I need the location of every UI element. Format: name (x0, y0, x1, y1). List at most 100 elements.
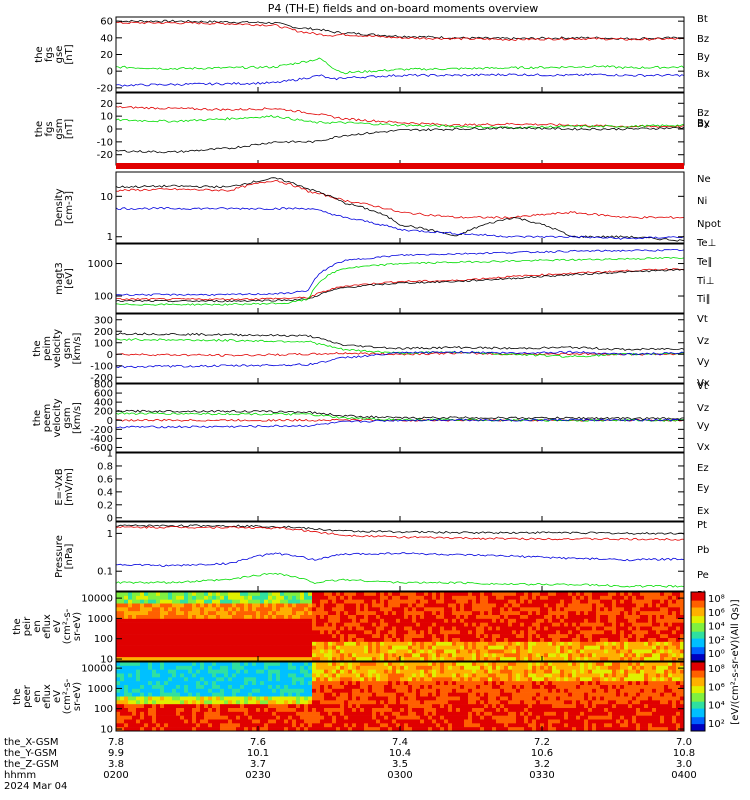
spectrogram-cell (204, 723, 209, 728)
spectrogram-cell (264, 685, 269, 690)
spectrogram-cell (452, 649, 457, 654)
spectrogram-cell (420, 615, 425, 620)
spectrogram-cell (224, 688, 229, 693)
spectrogram-cell (216, 677, 221, 682)
spectrogram-cell (424, 657, 429, 662)
spectrogram-cell (288, 595, 293, 600)
spectrogram-cell (312, 727, 317, 732)
spectrogram-cell (552, 688, 557, 693)
spectrogram-cell (360, 595, 365, 600)
spectrogram-cell (536, 645, 541, 650)
spectrogram-cell (240, 626, 245, 631)
spectrogram-cell (120, 595, 125, 600)
spectrogram-cell (196, 615, 201, 620)
spectrogram-cell (368, 645, 373, 650)
legend-Vx: Vx (697, 442, 710, 453)
spectrogram-cell (432, 673, 437, 678)
spectrogram-cell (292, 607, 297, 612)
spectrogram-cell (276, 622, 281, 627)
spectrogram-cell (172, 595, 177, 600)
spectrogram-cell (396, 692, 401, 697)
spectrogram-cell (356, 677, 361, 682)
spectrogram-cell (344, 645, 349, 650)
spectrogram-cell (428, 708, 433, 713)
spectrogram-cell (592, 638, 597, 643)
spectrogram-cell (268, 595, 273, 600)
spectrogram-cell (348, 615, 353, 620)
spectrogram-cell (484, 645, 489, 650)
spectrogram-cell (260, 607, 265, 612)
spectrogram-cell (608, 615, 613, 620)
spectrogram-cell (284, 603, 289, 608)
spectrogram-cell (516, 607, 521, 612)
spectrogram-cell (364, 665, 369, 670)
spectrogram-cell (616, 618, 621, 623)
spectrogram-cell (132, 711, 137, 716)
spectrogram-cell (472, 645, 477, 650)
spectrogram-cell (208, 685, 213, 690)
spectrogram-cell (492, 669, 497, 674)
spectrogram-cell (120, 626, 125, 631)
spectrogram-cell (544, 711, 549, 716)
spectrogram-cell (484, 615, 489, 620)
spectrogram-cell (340, 685, 345, 690)
spectrogram-cell (360, 665, 365, 670)
spectrogram-cell (228, 638, 233, 643)
colorbar-segment (691, 657, 705, 660)
spectrogram-cell (412, 677, 417, 682)
spectrogram-cell (176, 618, 181, 623)
spectrogram-cell (656, 622, 661, 627)
spectrogram-cell (528, 700, 533, 705)
spectrogram-cell (540, 688, 545, 693)
spectrogram-cell (416, 653, 421, 658)
spectrogram-cell (280, 723, 285, 728)
series-line-Bz (115, 21, 685, 42)
y-tick-label: 10 (100, 655, 113, 666)
spectrogram-cell (180, 665, 185, 670)
spectrogram-cell (492, 618, 497, 623)
spectrogram-cell (328, 681, 333, 686)
spectrogram-cell (544, 673, 549, 678)
spectrogram-cell (144, 685, 149, 690)
spectrogram-cell (308, 677, 313, 682)
spectrogram-cell (320, 618, 325, 623)
spectrogram-cell (380, 626, 385, 631)
spectrogram-cell (160, 599, 165, 604)
spectrogram-cell (404, 662, 409, 667)
spectrogram-cell (612, 618, 617, 623)
spectrogram-cell (476, 618, 481, 623)
spectrogram-cell (584, 638, 589, 643)
spectrogram-cell (244, 649, 249, 654)
spectrogram-cell (444, 665, 449, 670)
spectrogram-cell (380, 723, 385, 728)
spectrogram-cell (216, 653, 221, 658)
spectrogram-cell (340, 662, 345, 667)
spectrogram-cell (172, 603, 177, 608)
spectrogram-cell (384, 688, 389, 693)
spectrogram-cell (120, 681, 125, 686)
spectrogram-cell (124, 700, 129, 705)
spectrogram-cell (276, 700, 281, 705)
spectrogram-cell (128, 685, 133, 690)
spectrogram-cell (288, 653, 293, 658)
spectrogram-cell (172, 611, 177, 616)
spectrogram-cell (328, 662, 333, 667)
spectrogram-cell (540, 677, 545, 682)
spectrogram-cell (528, 615, 533, 620)
spectrogram-cell (240, 599, 245, 604)
spectrogram-cell (560, 711, 565, 716)
spectrogram-cell (280, 607, 285, 612)
spectrogram-cell (360, 653, 365, 658)
spectrogram-cell (192, 611, 197, 616)
spectrogram-cell (644, 595, 649, 600)
spectrogram-cell (520, 592, 525, 597)
spectrogram-cell (432, 630, 437, 635)
spectrogram-cell (528, 595, 533, 600)
spectrogram-cell (552, 611, 557, 616)
spectrogram-cell (624, 649, 629, 654)
spectrogram-cell (268, 611, 273, 616)
spectrogram-cell (592, 615, 597, 620)
colorbar-segment (691, 645, 705, 648)
spectrogram-cell (208, 669, 213, 674)
spectrogram-cell (244, 630, 249, 635)
